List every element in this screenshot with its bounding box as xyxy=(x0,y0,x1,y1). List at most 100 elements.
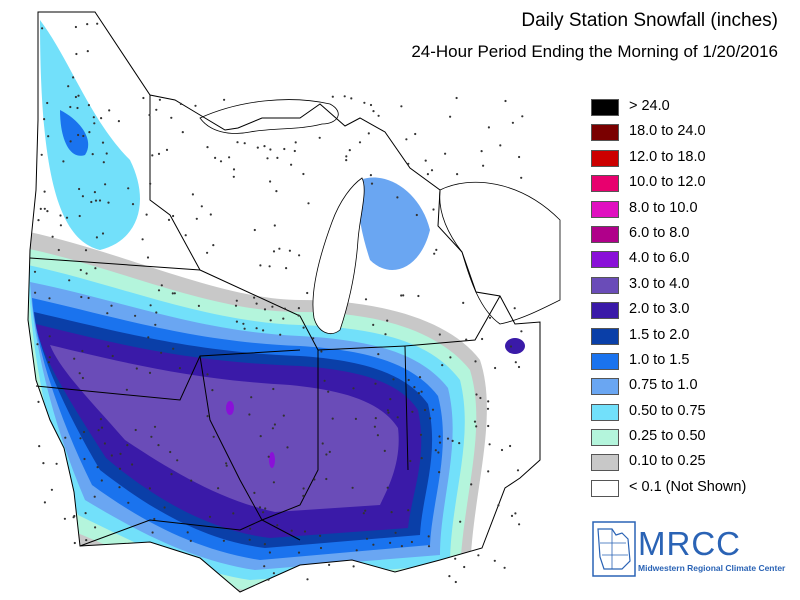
station-dot xyxy=(248,413,251,416)
station-dot xyxy=(396,196,399,199)
station-dot xyxy=(253,228,256,232)
station-dot xyxy=(351,486,354,489)
station-dot xyxy=(255,327,258,330)
station-dot xyxy=(285,267,288,270)
station-dot xyxy=(72,516,75,519)
station-dot xyxy=(212,244,215,247)
station-dot xyxy=(448,575,451,578)
legend: > 24.0 18.0 to 24.0 12.0 to 18.0 10.0 to 12… xyxy=(591,95,791,501)
station-dot xyxy=(151,531,154,534)
station-dot xyxy=(248,538,251,541)
legend-label: 6.0 to 8.0 xyxy=(629,224,690,241)
station-dot xyxy=(269,148,272,151)
station-dot xyxy=(363,101,366,104)
station-dot xyxy=(40,153,43,156)
band-michigan-east xyxy=(358,177,430,270)
station-dot xyxy=(149,182,152,185)
legend-swatch xyxy=(591,251,619,269)
station-dot xyxy=(78,214,81,218)
legend-row: 8.0 to 10.0 xyxy=(591,197,791,222)
station-dot xyxy=(465,338,468,341)
station-dot xyxy=(263,543,266,546)
station-dot xyxy=(389,398,392,401)
station-dot xyxy=(91,153,94,156)
station-dot xyxy=(94,526,97,529)
legend-row: < 0.1 (Not Shown) xyxy=(591,476,791,501)
station-dot xyxy=(79,437,82,440)
station-dot xyxy=(306,578,309,581)
station-dot xyxy=(293,149,296,153)
station-dot xyxy=(449,115,452,118)
station-dot xyxy=(73,541,76,545)
station-dot xyxy=(358,141,362,144)
station-dot xyxy=(319,534,322,537)
station-dot xyxy=(417,392,420,395)
station-dot xyxy=(430,169,434,172)
station-dot xyxy=(331,95,334,98)
legend-label: 18.0 to 24.0 xyxy=(629,123,706,140)
station-dot xyxy=(392,378,395,381)
station-dot xyxy=(242,322,245,325)
legend-label: 3.0 to 4.0 xyxy=(629,275,690,292)
station-dot xyxy=(272,387,275,391)
station-dot xyxy=(435,248,438,251)
station-dot xyxy=(63,517,66,520)
station-dot xyxy=(272,572,275,575)
station-dot xyxy=(454,580,457,584)
station-dot xyxy=(41,27,44,30)
station-dot xyxy=(43,190,46,193)
station-dot xyxy=(43,118,46,121)
map-title: Daily Station Snowfall (inches) xyxy=(521,10,778,31)
legend-label: 0.10 to 0.25 xyxy=(629,453,706,470)
station-dot xyxy=(303,530,307,533)
station-dot xyxy=(43,207,46,210)
legend-swatch xyxy=(591,276,619,294)
station-dot xyxy=(104,183,107,186)
station-dot xyxy=(479,396,482,400)
station-dot xyxy=(423,408,427,412)
legend-label: > 24.0 xyxy=(629,98,670,114)
station-dot xyxy=(275,190,278,193)
station-dot xyxy=(150,435,153,438)
station-dot xyxy=(47,361,51,364)
station-dot xyxy=(79,268,82,272)
station-dot xyxy=(411,410,414,413)
legend-label: 0.50 to 0.75 xyxy=(629,402,706,419)
station-dot xyxy=(325,477,328,481)
station-dot xyxy=(323,379,326,382)
station-dot xyxy=(372,110,375,113)
station-dot xyxy=(86,23,89,26)
station-dot xyxy=(312,337,315,340)
station-dot xyxy=(362,512,365,515)
station-dot xyxy=(222,539,225,542)
station-dot xyxy=(82,430,86,434)
station-dot xyxy=(194,104,197,107)
station-dot xyxy=(306,291,309,295)
station-dot xyxy=(269,180,272,183)
station-dot xyxy=(191,193,194,196)
station-dot xyxy=(321,442,324,445)
station-dot xyxy=(211,389,214,392)
legend-row: 0.50 to 0.75 xyxy=(591,400,791,425)
station-dot xyxy=(234,304,238,307)
lake-huron-erie xyxy=(439,181,561,325)
legend-label: 8.0 to 10.0 xyxy=(629,199,698,216)
station-dot xyxy=(172,347,175,350)
legend-swatch xyxy=(591,124,619,142)
station-dot xyxy=(272,481,275,484)
legend-swatch xyxy=(591,327,619,345)
station-dot xyxy=(286,446,289,449)
station-dot xyxy=(313,478,316,481)
station-dot xyxy=(155,311,158,314)
logo-full-name: Midwestern Regional Climate Center xyxy=(638,563,786,573)
station-dot xyxy=(69,105,72,109)
station-dot xyxy=(267,578,270,581)
station-dot xyxy=(87,104,90,107)
station-dot xyxy=(37,400,40,403)
station-dot xyxy=(37,219,40,222)
station-dot xyxy=(259,264,262,267)
station-dot xyxy=(96,466,99,469)
station-dot xyxy=(107,201,110,204)
station-dot xyxy=(90,200,93,204)
